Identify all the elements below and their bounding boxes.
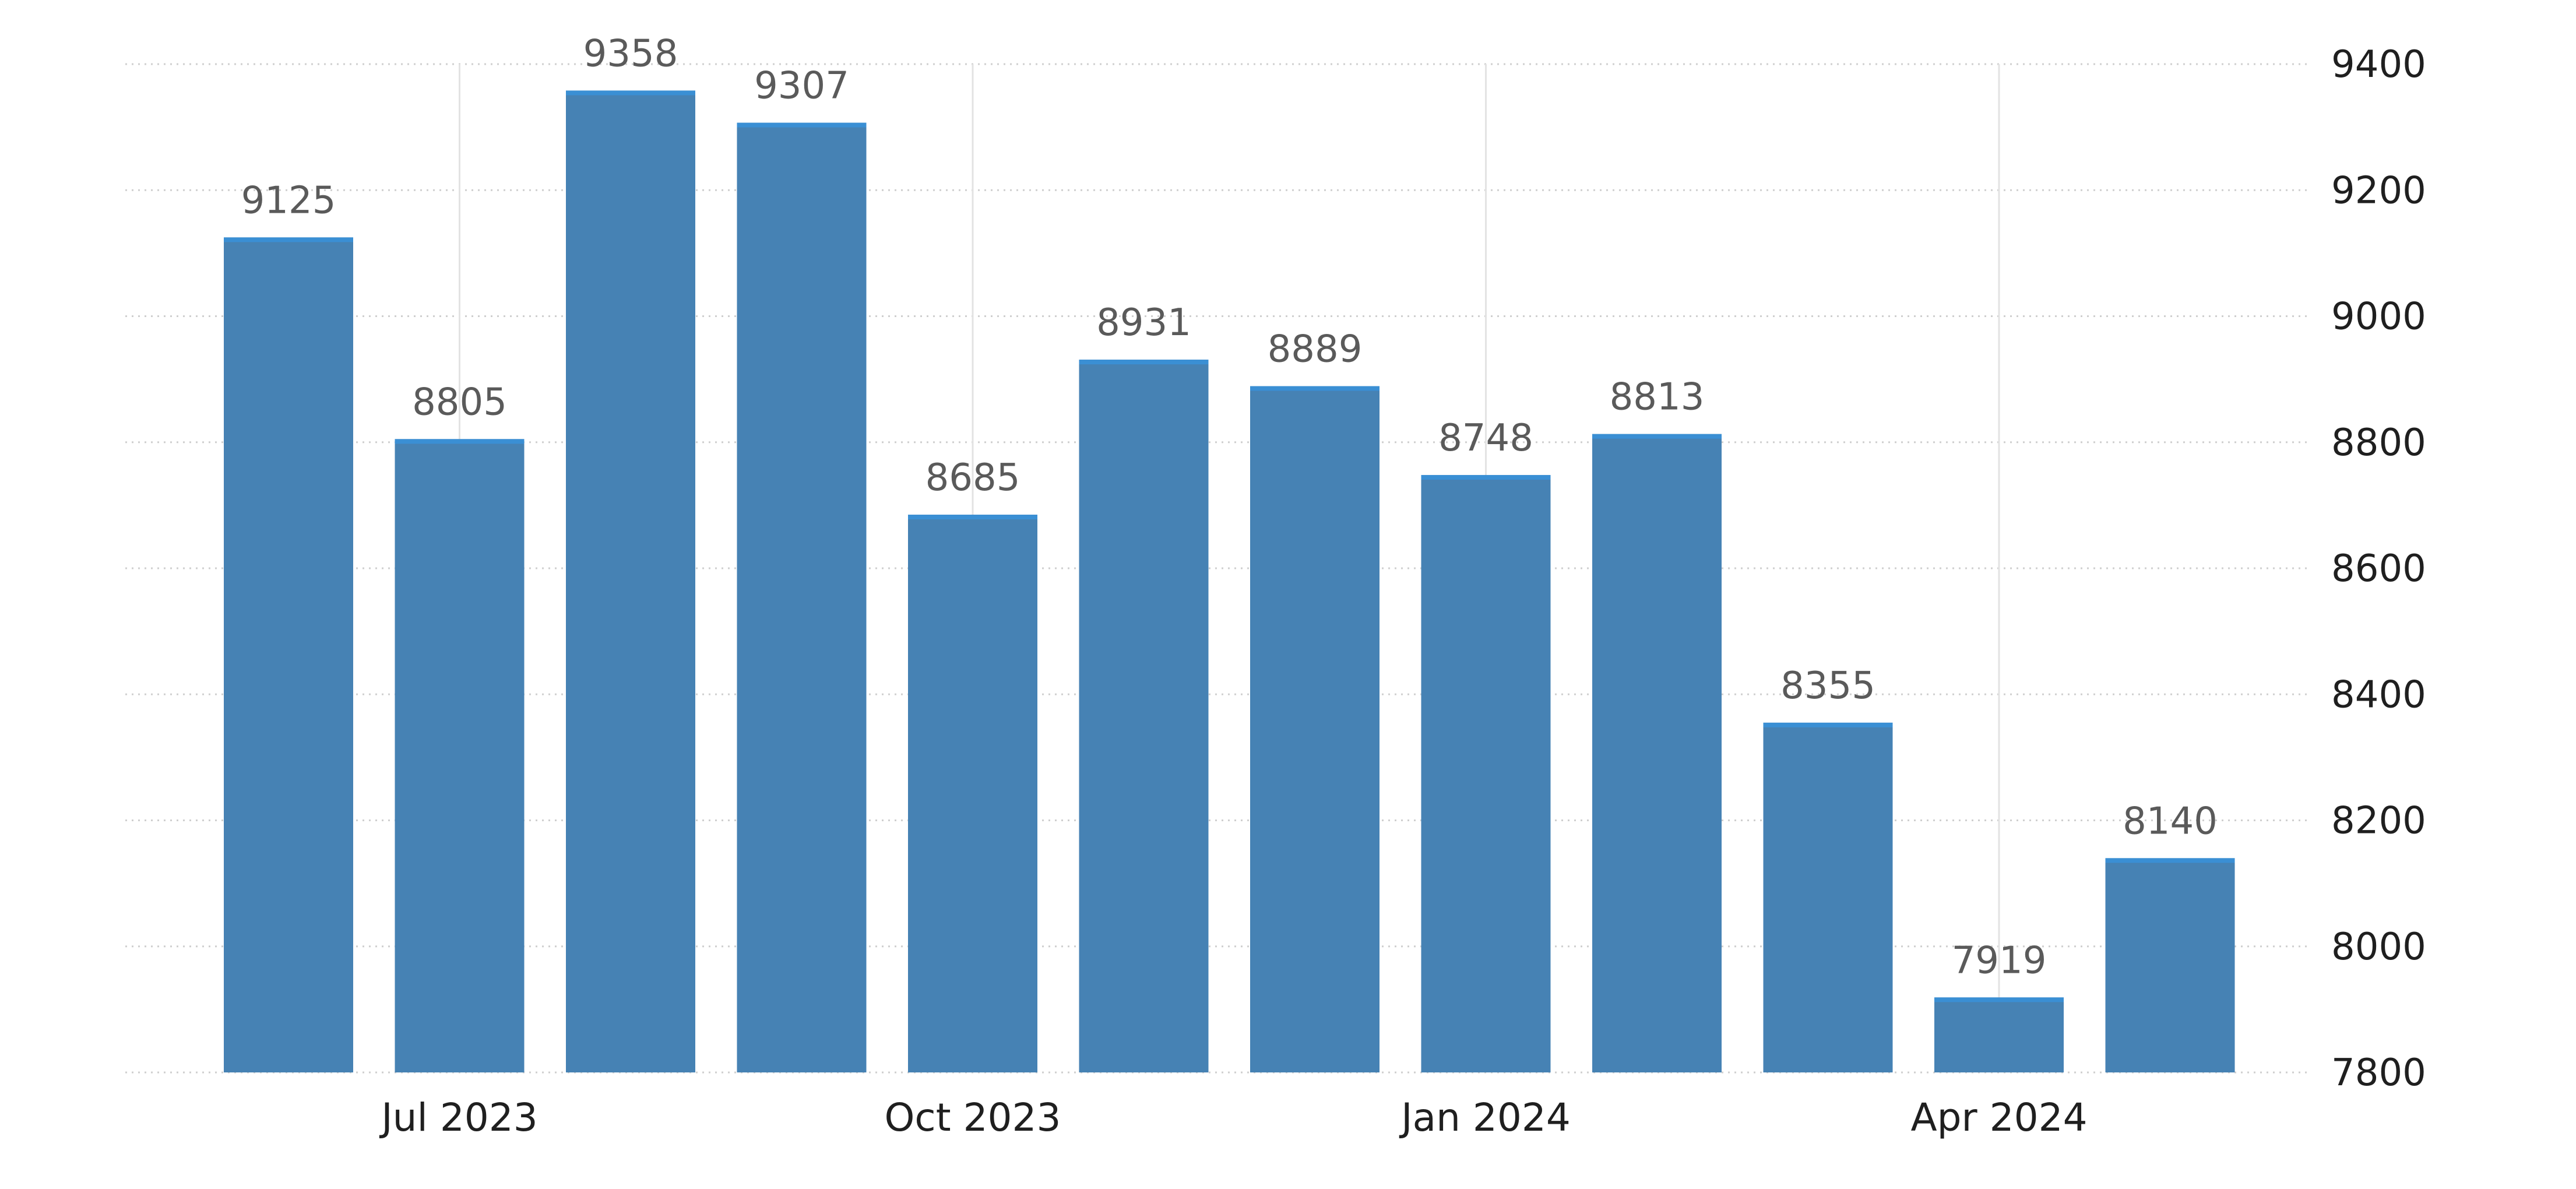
bar[interactable] bbox=[1592, 434, 1722, 1072]
bar-top-edge bbox=[1763, 722, 1893, 727]
bar-top-edge bbox=[1250, 386, 1380, 391]
x-tick-label: Jul 2023 bbox=[379, 1095, 538, 1140]
bar-top-edge bbox=[1079, 360, 1209, 365]
bar[interactable] bbox=[908, 515, 1037, 1072]
y-tick-label: 8000 bbox=[2331, 926, 2426, 969]
y-tick-label: 9400 bbox=[2331, 43, 2426, 86]
bar[interactable] bbox=[1934, 997, 2064, 1072]
bars bbox=[224, 90, 2235, 1073]
bar-top-edge bbox=[2105, 858, 2235, 863]
bar-top-edge bbox=[224, 237, 353, 242]
y-tick-label: 8400 bbox=[2331, 673, 2426, 716]
data-label: 7919 bbox=[1952, 939, 2047, 982]
x-tick-label: Oct 2023 bbox=[884, 1095, 1061, 1140]
y-tick-label: 8600 bbox=[2331, 547, 2426, 590]
bar[interactable] bbox=[395, 439, 525, 1072]
bar[interactable] bbox=[224, 237, 353, 1072]
y-tick-label: 9000 bbox=[2331, 296, 2426, 339]
data-label: 8355 bbox=[1780, 664, 1875, 708]
y-tick-label: 7800 bbox=[2331, 1051, 2426, 1095]
bar-top-edge bbox=[1421, 474, 1551, 480]
bar[interactable] bbox=[1763, 722, 1893, 1072]
bar[interactable] bbox=[2105, 858, 2235, 1072]
bar[interactable] bbox=[1250, 386, 1380, 1072]
y-axis: 7800 8000 8200 8400 8600 8800 9000 9200 9400 bbox=[2331, 43, 2426, 1095]
bar-top-edge bbox=[1592, 434, 1722, 439]
bar[interactable] bbox=[1079, 360, 1209, 1073]
x-tick-label: Apr 2024 bbox=[1910, 1095, 2087, 1140]
y-tick-label: 8800 bbox=[2331, 421, 2426, 465]
y-tick-label: 8200 bbox=[2331, 800, 2426, 843]
data-label: 9307 bbox=[754, 65, 849, 108]
data-label: 8748 bbox=[1438, 417, 1533, 460]
x-axis: Jul 2023 Oct 2023 Jan 2024 Apr 2024 bbox=[379, 1095, 2087, 1140]
data-label: 9125 bbox=[241, 179, 336, 222]
bar-top-edge bbox=[395, 439, 525, 444]
bar-top-edge bbox=[1934, 997, 2064, 1002]
bar-top-edge bbox=[737, 122, 867, 128]
data-label: 8140 bbox=[2123, 800, 2218, 843]
bar-top-edge bbox=[908, 515, 1037, 520]
x-tick-label: Jan 2024 bbox=[1399, 1095, 1571, 1140]
data-label: 8889 bbox=[1268, 328, 1363, 371]
data-label: 8805 bbox=[412, 381, 507, 424]
data-label: 8685 bbox=[925, 456, 1020, 499]
bar[interactable] bbox=[737, 122, 867, 1072]
bar[interactable] bbox=[566, 90, 695, 1073]
bar[interactable] bbox=[1421, 474, 1551, 1072]
bar-top-edge bbox=[566, 90, 695, 96]
data-label: 9358 bbox=[583, 32, 678, 75]
horizontal-gridlines bbox=[125, 63, 2308, 1074]
data-labels: 9125 8805 9358 9307 8685 8931 8889 8748 8813 8355… bbox=[241, 32, 2218, 982]
data-label: 8931 bbox=[1096, 301, 1191, 344]
y-tick-label: 9200 bbox=[2331, 169, 2426, 212]
data-label: 8813 bbox=[1610, 376, 1705, 419]
